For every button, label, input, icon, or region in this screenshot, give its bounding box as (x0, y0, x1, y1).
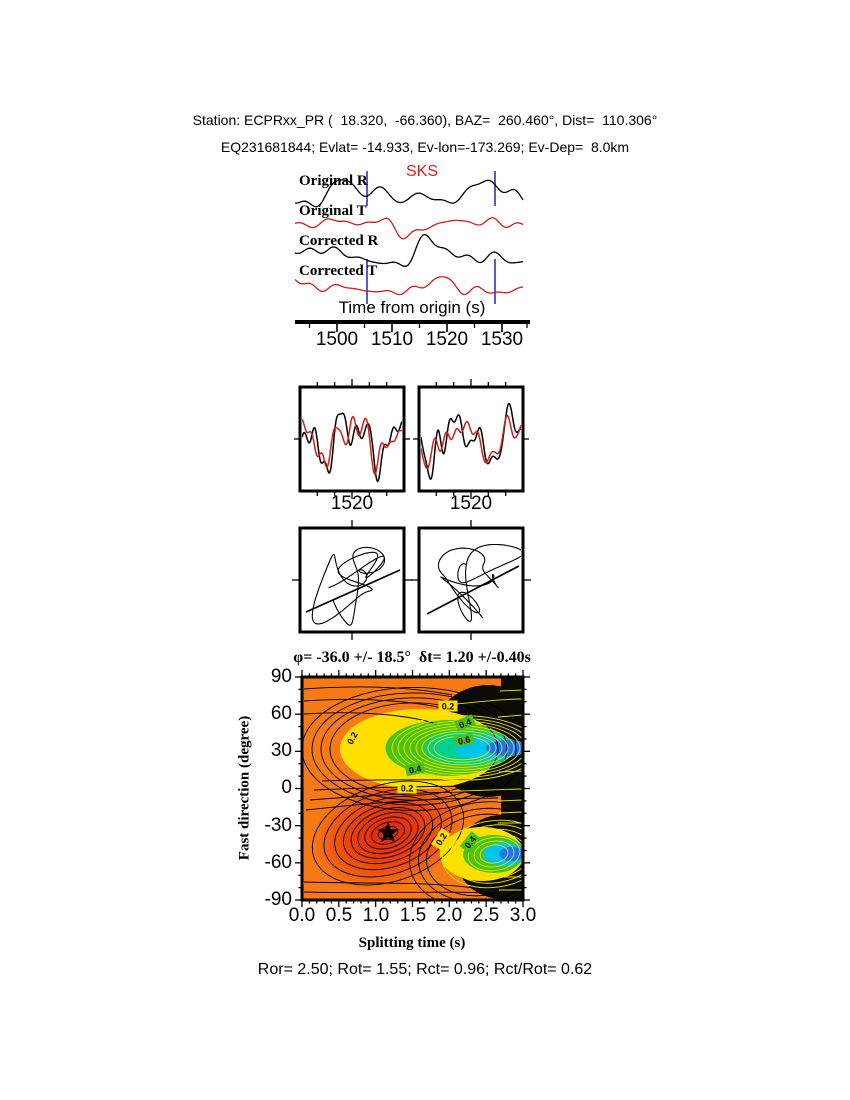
y-tick-m30: -30 (264, 815, 292, 836)
y-tick-60: 60 (270, 703, 292, 724)
particle-motion-box-right (411, 520, 531, 640)
y-tick-m90: -90 (264, 889, 292, 910)
results-footer: Ror= 2.50; Rot= 1.55; Rct= 0.96; Rct/Rot… (257, 961, 593, 978)
error-surface-canvas: 0.2 0.2 0.4 0.2 0.4 0.6 0.2 0.4 (295, 670, 530, 907)
contour-label-02: 0.2 (401, 784, 414, 794)
contour-level-labels: 0.2 0.2 0.4 0.2 0.4 0.6 0.2 0.4 (342, 700, 481, 853)
yellow-contour-lines (384, 689, 523, 891)
trace-label-original-r: Original R (299, 173, 368, 189)
x-tick-20: 2.0 (435, 905, 463, 926)
error-surface-title: φ= -36.0 +/- 18.5° δt= 1.20 +/-0.40s (293, 649, 531, 666)
y-tick-30: 30 (270, 740, 292, 761)
black-contour-lines (302, 686, 523, 900)
trace-label-original-t: Original T (299, 203, 367, 219)
wave-window-tick-left: 1520 (330, 493, 374, 514)
time-axis-title: Time from origin (s) (338, 298, 486, 317)
contour-label-02: 0.2 (442, 702, 455, 712)
x-tick-00: 0.0 (288, 905, 316, 926)
y-tick-90: 90 (270, 666, 292, 687)
wave-window-box-right (413, 379, 529, 499)
trace-label-corrected-r: Corrected R (299, 233, 379, 249)
phase-label: SKS (406, 163, 439, 180)
best-solution-star (377, 821, 399, 843)
y-tick-0: 0 (281, 777, 292, 798)
x-tick-10: 1.0 (362, 905, 390, 926)
y-tick-m60: -60 (264, 852, 292, 873)
time-tick-1530: 1530 (480, 329, 524, 350)
seismogram-canvas (294, 171, 524, 304)
time-axis-canvas (295, 320, 530, 332)
x-tick-05: 0.5 (325, 905, 353, 926)
time-tick-1510: 1510 (370, 329, 414, 350)
trace-label-corrected-t: Corrected T (299, 263, 378, 279)
x-tick-25: 2.5 (472, 905, 500, 926)
error-surface-ticks (295, 670, 530, 907)
wave-window-tick-right: 1520 (449, 493, 493, 514)
contour-label-04: 0.4 (458, 716, 473, 730)
time-tick-1520: 1520 (425, 329, 469, 350)
event-header: EQ231681844; Evlat= -14.933, Ev-lon=-173… (220, 139, 630, 155)
contour-label-06: 0.6 (457, 734, 471, 746)
wave-window-box-left (294, 379, 410, 499)
x-tick-30: 3.0 (509, 905, 537, 926)
x-tick-15: 1.5 (399, 905, 427, 926)
lower-band-blue (499, 847, 523, 861)
contour-label-04: 0.4 (408, 763, 422, 775)
particle-motion-box-left (292, 520, 412, 640)
time-tick-1500: 1500 (315, 329, 359, 350)
x-axis-label: Splitting time (s) (358, 935, 466, 951)
station-header: Station: ECPRxx_PR ( 18.320, -66.360), B… (192, 112, 658, 128)
